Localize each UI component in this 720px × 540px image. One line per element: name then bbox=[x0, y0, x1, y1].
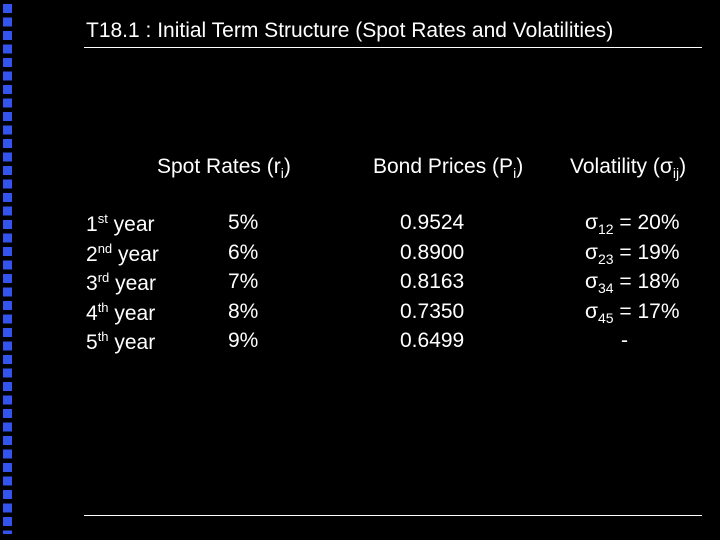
text-part: σ bbox=[585, 211, 598, 234]
text-part: = 20% bbox=[619, 211, 680, 234]
spot-rate: 9% bbox=[228, 329, 259, 352]
volatility: - bbox=[621, 330, 628, 351]
superscript: nd bbox=[97, 240, 113, 256]
header-bond: Bond Prices (Pi) bbox=[373, 156, 523, 180]
text-part: year bbox=[113, 213, 155, 236]
bottom-rule bbox=[84, 515, 702, 516]
text-part: Bond Prices (P bbox=[373, 155, 514, 178]
text-part: 5 bbox=[86, 331, 98, 354]
subscript: 23 bbox=[597, 250, 614, 267]
bond-price: 0.9524 bbox=[400, 211, 465, 234]
text-part: ) bbox=[516, 155, 524, 178]
text-part: = 18% bbox=[619, 270, 680, 293]
text-part: ) bbox=[679, 155, 687, 178]
text-part: year bbox=[114, 331, 156, 354]
year-label: 1st year bbox=[86, 212, 155, 235]
volatility: σ12 = 20% bbox=[585, 212, 680, 236]
text-part: Volatility (σ bbox=[570, 155, 673, 178]
text-part: 1 bbox=[86, 213, 98, 236]
text-part: = 19% bbox=[619, 240, 680, 264]
bond-price: 0.7350 bbox=[400, 299, 465, 323]
year-label: 2nd year bbox=[86, 242, 159, 265]
superscript: rd bbox=[97, 270, 110, 285]
spot-rate: 8% bbox=[228, 299, 259, 323]
spot-rate: 5% bbox=[228, 211, 259, 234]
text-part: σ bbox=[585, 240, 598, 264]
text-part: - bbox=[621, 329, 628, 352]
text-part: 3 bbox=[86, 272, 98, 295]
bond-price: 0.8163 bbox=[400, 270, 465, 293]
subscript: i bbox=[280, 165, 284, 181]
subscript: 45 bbox=[597, 309, 614, 326]
superscript: th bbox=[97, 329, 109, 344]
year-label: 3rd year bbox=[86, 271, 156, 294]
subscript: i bbox=[513, 165, 517, 181]
year-label: 5th year bbox=[86, 330, 155, 353]
volatility: σ34 = 18% bbox=[585, 271, 680, 295]
decor-squares bbox=[3, 4, 12, 534]
text-part: year bbox=[114, 301, 156, 325]
subscript: 12 bbox=[597, 221, 614, 237]
superscript: th bbox=[97, 299, 109, 315]
bond-price: 0.6499 bbox=[400, 329, 465, 352]
text-part: 2 bbox=[86, 242, 98, 266]
bond-price: 0.8900 bbox=[400, 240, 465, 264]
spot-rate: 7% bbox=[228, 270, 259, 293]
title-rule bbox=[84, 47, 702, 48]
year-label: 4th year bbox=[86, 301, 155, 324]
text-part: Spot Rates (r bbox=[157, 155, 281, 178]
volatility: σ45 = 17% bbox=[585, 301, 680, 325]
header-volatility: Volatility (σij) bbox=[570, 156, 686, 180]
text-part: = 17% bbox=[619, 299, 680, 323]
spot-rate: 6% bbox=[228, 240, 259, 264]
header-spot: Spot Rates (ri) bbox=[157, 156, 291, 180]
volatility: σ23 = 19% bbox=[585, 242, 680, 266]
superscript: st bbox=[97, 211, 108, 226]
text-part: ) bbox=[283, 155, 291, 178]
subscript: ij bbox=[672, 165, 680, 181]
text-part: year bbox=[118, 242, 159, 266]
text-part: σ bbox=[585, 299, 598, 323]
title: T18.1 : Initial Term Structure (Spot Rat… bbox=[86, 19, 614, 42]
text-part: σ bbox=[585, 270, 598, 293]
text-part: 4 bbox=[86, 301, 98, 325]
text-part: year bbox=[115, 272, 156, 295]
subscript: 34 bbox=[597, 280, 614, 296]
